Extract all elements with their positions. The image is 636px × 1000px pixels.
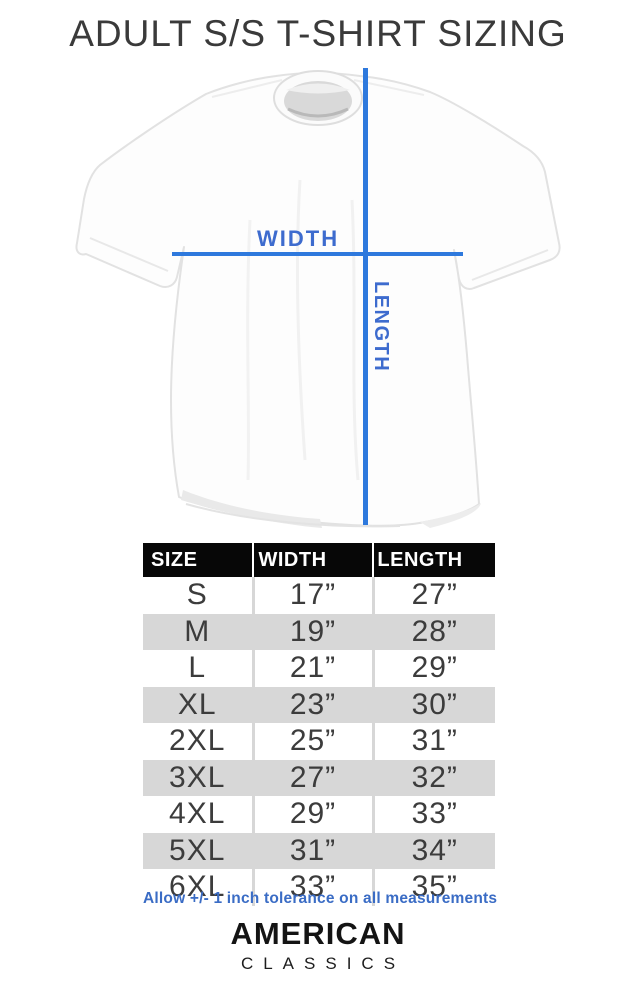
cell-size: 6XL — [169, 870, 226, 904]
width-label: WIDTH — [257, 226, 340, 251]
collar-inner-shadow — [287, 107, 349, 118]
cell-length: 35” — [371, 869, 495, 906]
cell-width: 27” — [251, 759, 373, 796]
cell-length: 33” — [371, 796, 495, 833]
wrinkle-line — [246, 219, 252, 481]
cell-width: 29” — [251, 796, 373, 833]
length-label: LENGTH — [370, 281, 392, 373]
brand-name-top: AMERICAN — [230, 916, 406, 951]
cell-width: 21” — [251, 650, 373, 687]
cell-length: 29” — [371, 650, 495, 687]
cuff-seam — [89, 237, 169, 272]
cell-size: 5XL — [169, 833, 226, 867]
cell-width: 17” — [251, 577, 373, 614]
table-row: M 19” 28” — [143, 613, 495, 650]
cell-length: 32” — [371, 759, 495, 796]
wrinkle-line — [350, 199, 360, 481]
table-row: 2XL 25” 31” — [143, 723, 495, 760]
cuff-seam — [471, 249, 549, 281]
cell-size: 3XL — [169, 760, 226, 794]
table-row: 4XL 29” 33” — [143, 796, 495, 833]
brand-name-bottom: CLASSICS — [0, 954, 636, 974]
cell-width: 19” — [251, 613, 373, 650]
wrinkle-line — [296, 179, 307, 461]
col-header-length: LENGTH — [372, 543, 495, 577]
table-row: L 21” 29” — [143, 650, 495, 687]
brand-logo: AMERICAN CLASSICS — [0, 916, 636, 974]
cell-size: XL — [177, 687, 217, 721]
cell-size: 4XL — [169, 797, 226, 831]
table-row: 5XL 31” 34” — [143, 832, 495, 869]
brand-name-bottom-text: CLASSICS — [240, 954, 406, 973]
cell-width: 31” — [251, 832, 373, 869]
cell-length: 31” — [371, 723, 495, 760]
col-header-size: SIZE — [143, 543, 253, 577]
table-row: 3XL 27” 32” — [143, 759, 495, 796]
cell-width: 33” — [251, 869, 373, 906]
width-measure-line — [172, 252, 463, 256]
col-header-width: WIDTH — [252, 543, 373, 577]
cell-length: 30” — [371, 686, 495, 723]
cell-size: 2XL — [169, 724, 226, 758]
shoulder-seam — [211, 79, 283, 98]
cell-width: 23” — [251, 686, 373, 723]
cell-length: 28” — [371, 613, 495, 650]
length-measure-line — [363, 68, 368, 525]
table-header-row: SIZE WIDTH LENGTH — [143, 543, 495, 577]
table-row: S 17” 27” — [143, 577, 495, 614]
tshirt-image — [75, 70, 561, 528]
tolerance-note: Allow +/- 1 inch tolerance on all measur… — [143, 890, 498, 907]
cell-length: 27” — [371, 577, 495, 614]
collar-back-band — [286, 83, 350, 94]
table-row: XL 23” 30” — [143, 686, 495, 723]
cell-size: M — [184, 614, 211, 648]
hem-fold — [181, 490, 322, 528]
cell-size: S — [186, 578, 208, 612]
hem-shadow — [420, 503, 481, 528]
cell-width: 25” — [251, 723, 373, 760]
hem-seam — [185, 503, 401, 528]
cell-length: 34” — [371, 832, 495, 869]
tshirt-measurement-figure: WIDTH LENGTH — [0, 60, 636, 542]
tshirt-body — [75, 72, 561, 527]
table-row: 6XL 33” 35” — [143, 869, 495, 906]
size-chart-table: SIZE WIDTH LENGTH S 17” 27” M 19” 28” L … — [143, 543, 495, 906]
page-title: ADULT S/S T-SHIRT SIZING — [69, 13, 567, 54]
cell-size: L — [188, 651, 207, 685]
